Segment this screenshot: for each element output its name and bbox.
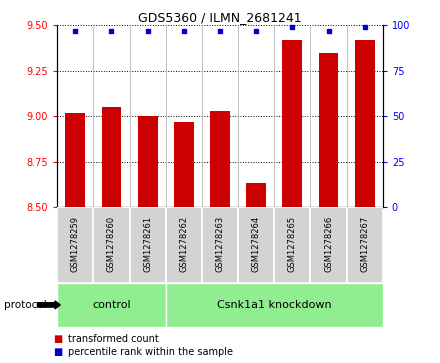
Text: GSM1278260: GSM1278260 bbox=[107, 215, 116, 272]
Text: GSM1278267: GSM1278267 bbox=[360, 215, 369, 272]
Text: GSM1278264: GSM1278264 bbox=[252, 215, 260, 272]
Bar bbox=[274, 207, 311, 283]
Bar bbox=[311, 207, 347, 283]
Text: percentile rank within the sample: percentile rank within the sample bbox=[68, 347, 233, 357]
Bar bbox=[129, 207, 166, 283]
Bar bbox=[355, 40, 375, 207]
Bar bbox=[202, 207, 238, 283]
Bar bbox=[166, 283, 383, 327]
Text: GSM1278263: GSM1278263 bbox=[216, 215, 224, 272]
Text: protocol: protocol bbox=[4, 300, 47, 310]
Bar bbox=[102, 107, 121, 207]
Bar bbox=[347, 207, 383, 283]
Bar bbox=[138, 116, 158, 207]
Title: GDS5360 / ILMN_2681241: GDS5360 / ILMN_2681241 bbox=[138, 11, 302, 24]
Text: ■: ■ bbox=[53, 347, 62, 357]
Text: GSM1278262: GSM1278262 bbox=[180, 215, 188, 272]
Text: GSM1278266: GSM1278266 bbox=[324, 215, 333, 272]
Text: GSM1278261: GSM1278261 bbox=[143, 215, 152, 272]
Text: transformed count: transformed count bbox=[68, 334, 159, 344]
Bar bbox=[238, 207, 274, 283]
Bar bbox=[93, 207, 129, 283]
Bar bbox=[66, 113, 85, 207]
Bar bbox=[246, 183, 266, 207]
Bar bbox=[282, 40, 302, 207]
Bar bbox=[166, 207, 202, 283]
Bar bbox=[210, 111, 230, 207]
Text: GSM1278259: GSM1278259 bbox=[71, 216, 80, 272]
Bar bbox=[57, 207, 93, 283]
Text: Csnk1a1 knockdown: Csnk1a1 knockdown bbox=[217, 300, 332, 310]
Bar bbox=[57, 283, 166, 327]
Text: ■: ■ bbox=[53, 334, 62, 344]
Bar bbox=[174, 122, 194, 207]
Text: GSM1278265: GSM1278265 bbox=[288, 215, 297, 272]
Bar bbox=[319, 53, 338, 207]
Text: control: control bbox=[92, 300, 131, 310]
